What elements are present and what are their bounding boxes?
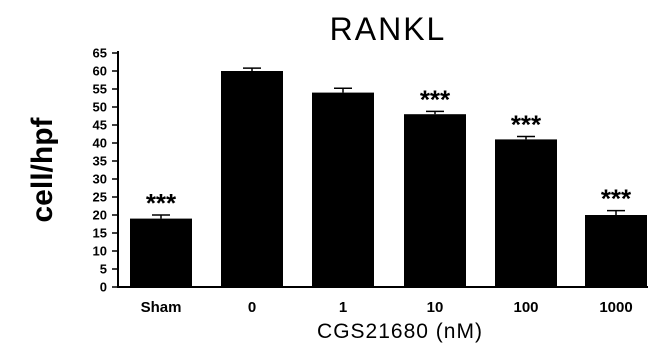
significance-label: ***	[420, 84, 451, 114]
chart-title: RANKL	[330, 11, 447, 47]
significance-label: ***	[511, 110, 542, 140]
x-tick-label: Sham	[141, 299, 182, 316]
bars: *** *** *** ***	[130, 67, 647, 287]
y-tick-label: 30	[93, 172, 107, 187]
x-axis-label: CGS21680 (nM)	[317, 320, 483, 343]
y-tick-label: 60	[93, 64, 107, 79]
bar-Sham	[130, 218, 192, 287]
y-tick-label: 5	[100, 262, 107, 277]
x-tick-label: 1000	[599, 299, 632, 316]
x-tick-label: 1	[339, 299, 347, 316]
x-ticks: Sham 0 1 10 100 1000	[141, 299, 633, 316]
bar-10	[404, 114, 466, 287]
significance-label: ***	[146, 188, 177, 218]
y-tick-label: 10	[93, 244, 107, 259]
x-tick-label: 100	[513, 299, 538, 316]
y-tick-label: 25	[93, 190, 107, 205]
y-tick-label: 55	[93, 82, 107, 97]
y-tick-label: 45	[93, 118, 107, 133]
bar-1000	[585, 215, 647, 287]
bar-0	[221, 71, 283, 287]
y-ticks: 0 5 10 15 20 25 30 35 40 45 50 55 60 65	[93, 46, 118, 295]
y-axis-label: cell/hpf	[26, 116, 59, 222]
x-tick-label: 10	[427, 299, 444, 316]
y-tick-label: 50	[93, 100, 107, 115]
y-tick-label: 65	[93, 46, 107, 61]
y-tick-label: 35	[93, 154, 107, 169]
y-tick-label: 15	[93, 226, 107, 241]
y-tick-label: 0	[100, 280, 107, 295]
y-tick-label: 20	[93, 208, 107, 223]
bar-1	[312, 92, 374, 287]
significance-label: ***	[601, 184, 632, 214]
y-tick-label: 40	[93, 136, 107, 151]
bar-100	[495, 139, 557, 287]
x-tick-label: 0	[248, 299, 256, 316]
